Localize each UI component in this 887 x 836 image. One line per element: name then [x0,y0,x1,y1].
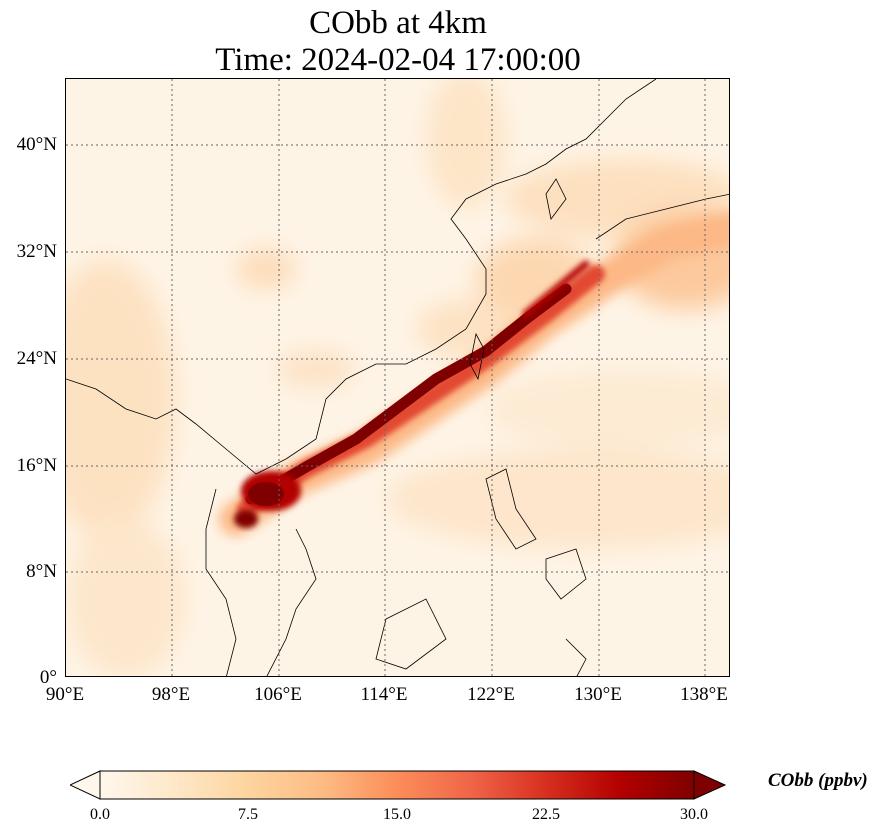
colorbar-tick-15: 15.0 [383,806,411,823]
source-region-south [234,510,258,528]
y-tick-24n: 24°N [16,348,57,369]
colorbar-tick-7-5: 7.5 [238,806,258,823]
source-region-core [248,482,284,506]
map-canvas [66,79,729,676]
plume-core [245,283,572,505]
x-tick-90e: 90°E [45,684,85,705]
colorbar-graphic [68,770,727,800]
colorbar-gradient [99,770,695,800]
coastlines [66,79,729,676]
y-tick-32n: 32°N [16,241,57,262]
colorbar-extend-max [693,770,727,800]
colorbar-extend-min [68,770,101,800]
plume-tail [522,260,590,318]
colorbar-tick-0: 0.0 [90,806,110,823]
x-tick-122e: 122°E [467,684,515,705]
y-tick-40n: 40°N [16,134,57,155]
gridlines [66,79,729,676]
colorbar [68,770,727,800]
x-tick-106e: 106°E [254,684,302,705]
y-tick-16n: 16°N [16,455,57,476]
map-subtitle-time: Time: 2024-02-04 17:00:00 [215,42,581,78]
x-tick-130e: 130°E [574,684,622,705]
map-panel[interactable] [65,78,730,677]
x-tick-114e: 114°E [360,684,408,705]
colorbar-tick-30: 30.0 [680,806,708,823]
colorbar-tick-22-5: 22.5 [532,806,560,823]
x-tick-138e: 138°E [680,684,728,705]
map-title: CObb at 4km [309,5,487,41]
y-tick-8n: 8°N [26,561,57,582]
x-tick-98e: 98°E [151,684,191,705]
colorbar-label: CObb (ppbv) [768,770,868,791]
y-tick-0: 0° [39,667,57,688]
